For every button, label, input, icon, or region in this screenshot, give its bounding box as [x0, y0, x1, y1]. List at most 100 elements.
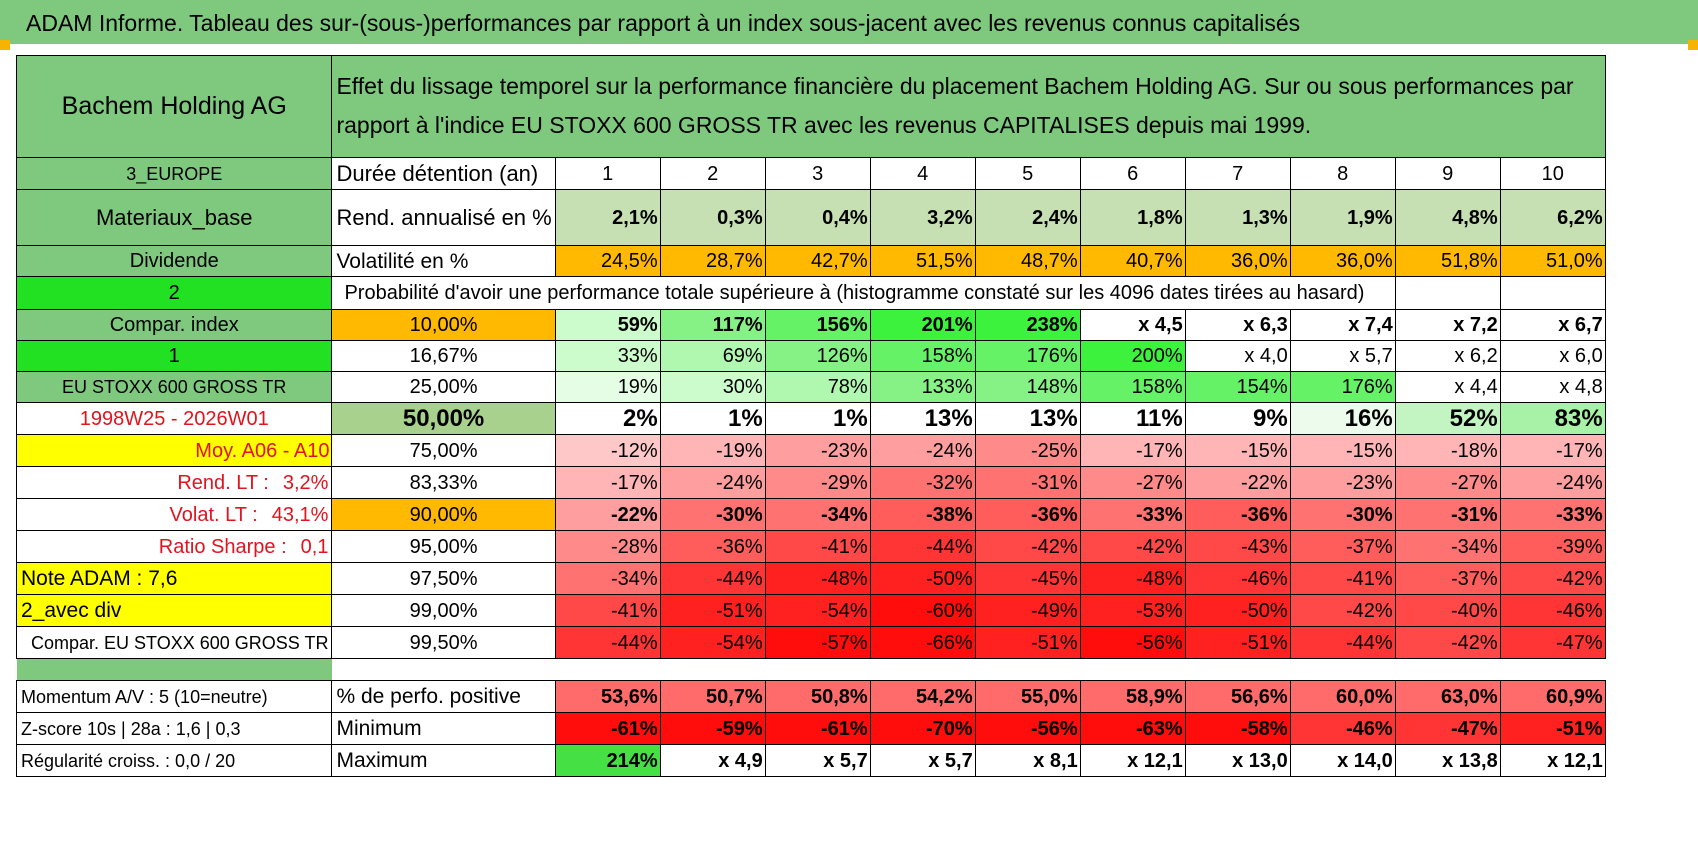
- percentile-value: -30%: [1289, 498, 1396, 531]
- rend-lt-value: 3,2%: [282, 471, 329, 494]
- gap-strip: [16, 658, 332, 681]
- percentile-value: -25%: [974, 434, 1081, 467]
- rend-value: 2,4%: [974, 189, 1081, 246]
- sharpe-cell: Ratio Sharpe : 0,1: [15, 530, 333, 563]
- zscore-label: Z-score 10s | 28a : 1,6 | 0,3: [15, 712, 333, 745]
- maximum-label: Maximum: [331, 744, 556, 777]
- percentile-value: 176%: [974, 340, 1081, 372]
- percentile-label: 50,00%: [331, 402, 556, 435]
- percentile-value: -33%: [1079, 498, 1186, 531]
- percentile-value: -23%: [1289, 466, 1396, 499]
- percentile-value: 148%: [974, 371, 1081, 403]
- regularite-label: Régularité croiss. : 0,0 / 20: [15, 744, 333, 777]
- maximum-value: x 5,7: [869, 744, 976, 777]
- vol-value: 51,8%: [1394, 245, 1501, 277]
- maximum-value: x 12,1: [1499, 744, 1606, 777]
- minimum-value: -47%: [1394, 712, 1501, 745]
- gap-blank: [332, 659, 1605, 681]
- percentile-value: -46%: [1184, 562, 1291, 595]
- percentile-value: -33%: [1499, 498, 1606, 531]
- percentile-value: x 7,4: [1289, 309, 1396, 341]
- percentile-value: -53%: [1079, 594, 1186, 627]
- maximum-value: x 13,0: [1184, 744, 1291, 777]
- percentile-value: -22%: [1184, 466, 1291, 499]
- pct-positive-value: 56,6%: [1184, 680, 1291, 713]
- company-name: Bachem Holding AG: [15, 55, 333, 158]
- percentile-value: -45%: [974, 562, 1081, 595]
- percentile-value: -17%: [1079, 434, 1186, 467]
- percentile-value: -42%: [1499, 562, 1606, 595]
- percentile-value: -57%: [764, 626, 871, 659]
- rend-value: 3,2%: [869, 189, 976, 246]
- percentile-value: -54%: [764, 594, 871, 627]
- minimum-value: -61%: [764, 712, 871, 745]
- percentile-value: 52%: [1394, 402, 1501, 435]
- percentile-value: -38%: [869, 498, 976, 531]
- percentile-value: -51%: [974, 626, 1081, 659]
- percentile-value: -36%: [974, 498, 1081, 531]
- percentile-value: -50%: [1184, 594, 1291, 627]
- period-label: 1998W25 - 2026W01: [15, 402, 333, 435]
- rend-value: 1,8%: [1079, 189, 1186, 246]
- minimum-value: -51%: [1499, 712, 1606, 745]
- percentile-value: -27%: [1394, 466, 1501, 499]
- percentile-label: 99,50%: [331, 626, 556, 659]
- percentile-value: 126%: [764, 340, 871, 372]
- pct-positive-value: 58,9%: [1079, 680, 1186, 713]
- note-adam: Note ADAM : 7,6: [15, 562, 333, 595]
- percentile-value: -27%: [1079, 466, 1186, 499]
- percentile-value: 1%: [659, 402, 766, 435]
- percentile-value: -42%: [1289, 594, 1396, 627]
- year-header: 4: [869, 157, 976, 190]
- dividend-label: Dividende: [15, 245, 333, 277]
- empty-cell: [1394, 276, 1501, 310]
- year-header: 5: [974, 157, 1081, 190]
- volat-lt-label: Volat. LT :: [169, 503, 258, 526]
- moy-label: Moy. A06 - A10: [15, 434, 333, 467]
- percentile-value: -40%: [1394, 594, 1501, 627]
- pct-positive-label: % de perfo. positive: [331, 680, 556, 713]
- percentile-label: 97,50%: [331, 562, 556, 595]
- percentile-value: -36%: [1184, 498, 1291, 531]
- percentile-value: x 4,0: [1184, 340, 1291, 372]
- percentile-value: -31%: [1394, 498, 1501, 531]
- percentile-value: -51%: [659, 594, 766, 627]
- percentile-value: 78%: [764, 371, 871, 403]
- percentile-value: -66%: [869, 626, 976, 659]
- empty-cell: [1499, 276, 1606, 310]
- volat-lt-value: 43,1%: [271, 503, 329, 526]
- percentile-value: 9%: [1184, 402, 1291, 435]
- percentile-value: -31%: [974, 466, 1081, 499]
- percentile-value: -34%: [554, 562, 661, 595]
- maximum-value: x 4,9: [659, 744, 766, 777]
- percentile-value: -17%: [1499, 434, 1606, 467]
- percentile-value: -24%: [659, 466, 766, 499]
- percentile-value: -49%: [974, 594, 1081, 627]
- corner-marker-right: [1688, 40, 1698, 50]
- percentile-value: x 4,4: [1394, 371, 1501, 403]
- compar-full-label: Compar. EU STOXX 600 GROSS TR: [15, 626, 333, 659]
- rend-value: 1,9%: [1289, 189, 1396, 246]
- year-header: 6: [1079, 157, 1186, 190]
- percentile-value: x 7,2: [1394, 309, 1501, 341]
- year-header: 7: [1184, 157, 1291, 190]
- percentile-label: 10,00%: [331, 309, 556, 341]
- percentile-value: 19%: [554, 371, 661, 403]
- percentile-value: x 4,8: [1499, 371, 1606, 403]
- vol-value: 28,7%: [659, 245, 766, 277]
- percentile-value: -18%: [1394, 434, 1501, 467]
- percentile-label: 25,00%: [331, 371, 556, 403]
- param-a-cell: 2: [15, 276, 333, 310]
- pct-positive-value: 54,2%: [869, 680, 976, 713]
- vol-value: 48,7%: [974, 245, 1081, 277]
- percentile-value: 176%: [1289, 371, 1396, 403]
- percentile-value: -42%: [1394, 626, 1501, 659]
- maximum-value: x 13,8: [1394, 744, 1501, 777]
- percentile-value: 201%: [869, 309, 976, 341]
- percentile-value: -54%: [659, 626, 766, 659]
- maximum-value: x 5,7: [764, 744, 871, 777]
- percentile-value: -42%: [974, 530, 1081, 563]
- percentile-value: -29%: [764, 466, 871, 499]
- percentile-value: -24%: [1499, 466, 1606, 499]
- maximum-value: x 12,1: [1079, 744, 1186, 777]
